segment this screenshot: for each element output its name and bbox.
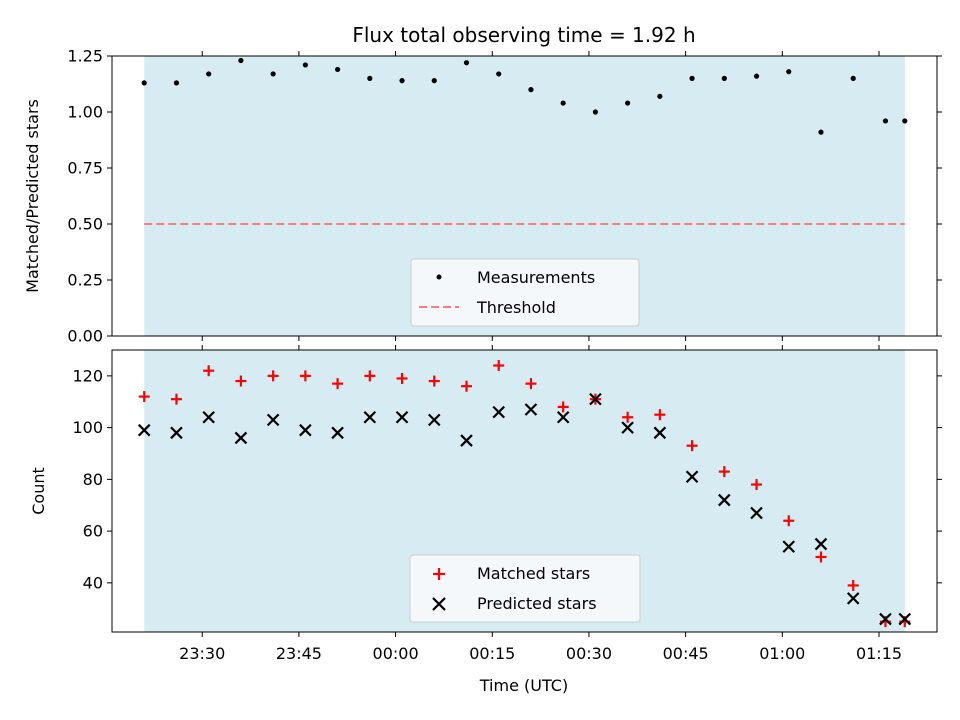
- measurement-point: [174, 80, 179, 85]
- chart-title: Flux total observing time = 1.92 h: [352, 23, 695, 47]
- measurement-point: [786, 69, 791, 74]
- measurement-point: [206, 71, 211, 76]
- top-panel: 0.00 0.25 0.50 0.75 1.00 1.25 Matched/Predict…: [23, 47, 942, 346]
- bottom-xtick-label: 00:45: [663, 644, 709, 663]
- bottom-ytick-label: 100: [72, 418, 103, 437]
- measurement-point: [142, 80, 147, 85]
- measurement-point: [657, 94, 662, 99]
- bottom-xtick-label: 23:30: [179, 644, 225, 663]
- bottom-xtick-label: 00:30: [566, 644, 612, 663]
- bottom-ytick-label: 80: [83, 470, 103, 489]
- bottom-xtick-label: 23:45: [276, 644, 322, 663]
- measurement-point: [432, 78, 437, 83]
- bottom-ytick-label: 120: [72, 366, 103, 385]
- bottom-panel: 40 60 80 100 120 23:30 23:45 00:00 00:15 00:30 00:…: [29, 345, 942, 695]
- bottom-ytick-label: 60: [83, 522, 103, 541]
- measurement-point: [722, 76, 727, 81]
- legend-predicted-label: Predicted stars: [477, 594, 597, 613]
- measurement-point: [851, 76, 856, 81]
- measurement-point: [238, 58, 243, 63]
- bottom-xtick-label: 00:00: [373, 644, 419, 663]
- measurement-point: [754, 74, 759, 79]
- top-ytick-label: 0.75: [67, 159, 103, 178]
- top-ytick-label: 0.00: [67, 327, 103, 346]
- top-ylabel: Matched/Predicted stars: [23, 99, 42, 293]
- top-ytick-label: 0.25: [67, 271, 103, 290]
- measurement-point: [561, 100, 566, 105]
- top-ytick-label: 1.25: [67, 47, 103, 66]
- measurement-point: [496, 71, 501, 76]
- measurement-point: [883, 118, 888, 123]
- top-ytick-label: 1.00: [67, 103, 103, 122]
- measurement-point: [528, 87, 533, 92]
- measurement-point: [689, 76, 694, 81]
- measurement-point: [271, 71, 276, 76]
- top-ytick-label: 0.50: [67, 215, 103, 234]
- measurement-point: [399, 78, 404, 83]
- measurement-point: [902, 118, 907, 123]
- top-legend: Measurements Threshold: [411, 259, 639, 326]
- bottom-xtick-label: 01:00: [759, 644, 805, 663]
- bottom-xtick-label: 01:15: [856, 644, 902, 663]
- measurement-point: [303, 62, 308, 67]
- legend-matched-label: Matched stars: [477, 564, 590, 583]
- legend-measurements-marker: [437, 275, 442, 280]
- measurement-point: [625, 100, 630, 105]
- measurement-point: [593, 109, 598, 114]
- bottom-xtick-label: 00:15: [469, 644, 515, 663]
- bottom-xlabel: Time (UTC): [479, 676, 568, 695]
- measurement-point: [335, 67, 340, 72]
- bottom-legend: Matched stars Predicted stars: [410, 555, 640, 622]
- bottom-ytick-label: 40: [83, 573, 103, 592]
- chart-figure: Flux total observing time = 1.92 h 0.000…: [0, 0, 960, 720]
- measurement-point: [464, 60, 469, 65]
- legend-threshold-label: Threshold: [476, 298, 556, 317]
- bottom-ylabel: Count: [29, 467, 48, 515]
- legend-measurements-label: Measurements: [477, 268, 595, 287]
- measurement-point: [367, 76, 372, 81]
- measurement-point: [818, 130, 823, 135]
